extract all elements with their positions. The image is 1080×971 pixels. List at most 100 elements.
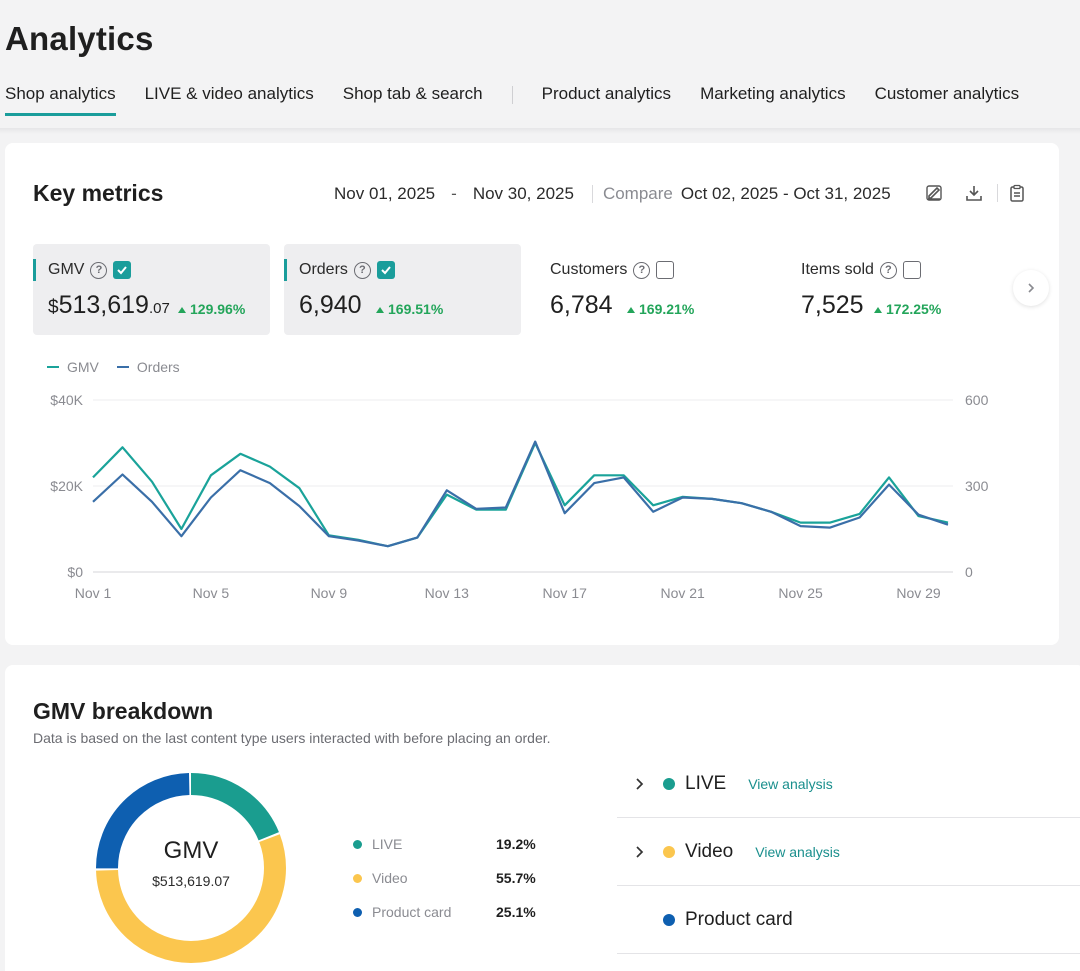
y-tick-label-left: $20K [50, 478, 83, 494]
compare-range[interactable]: Oct 02, 2025 - Oct 31, 2025 [680, 184, 891, 203]
donut-center-value: $513,619.07 [152, 873, 230, 889]
chevron-right-icon [1028, 283, 1035, 293]
key-metrics-title: Key metrics [33, 180, 164, 206]
x-tick-label: Nov 1 [75, 585, 112, 601]
metric-change: 169.21% [627, 301, 694, 317]
up-triangle-icon [178, 307, 186, 313]
legend-row-video: Video 55.7% [353, 861, 536, 895]
legend-item-orders[interactable]: Orders [116, 359, 180, 375]
chevron-right-icon[interactable] [635, 777, 657, 791]
metric-checkbox[interactable] [376, 261, 395, 279]
chevron-right-icon[interactable] [635, 845, 657, 859]
view-analysis-link-live[interactable]: View analysis [748, 775, 833, 792]
x-tick-label: Nov 13 [425, 585, 470, 601]
y-tick-label-right: 0 [965, 564, 973, 580]
series-line-gmv [92, 441, 949, 548]
next-metrics-button[interactable] [1013, 270, 1049, 306]
date-separator: - [451, 184, 457, 203]
tab-shop-tab-search[interactable]: Shop tab & search [342, 84, 483, 103]
list-item-name: LIVE [685, 772, 727, 794]
legend-item-gmv[interactable]: GMV [47, 359, 99, 375]
list-item-product-card: Product card [617, 886, 1080, 954]
product-card-dot [663, 913, 675, 926]
compare-divider [591, 185, 593, 203]
help-icon[interactable]: ? [353, 261, 371, 279]
compare-label: Compare [602, 184, 673, 203]
live-dot [663, 777, 675, 790]
breakdown-subtitle: Data is based on the last content type u… [33, 730, 551, 746]
metric-value-cents: .07 [148, 300, 170, 317]
metric-change: 172.25% [874, 301, 941, 317]
breakdown-legend: LIVE 19.2% Video 55.7% Product card 25.1% [353, 827, 536, 929]
x-tick-label: Nov 17 [543, 585, 588, 601]
clipboard-icon[interactable] [1006, 182, 1028, 204]
metric-checkbox[interactable] [902, 261, 921, 279]
page-title: Analytics [5, 20, 154, 57]
tab-marketing-analytics[interactable]: Marketing analytics [700, 84, 846, 103]
chart-legend: GMV Orders [47, 359, 198, 375]
help-icon[interactable]: ? [90, 261, 108, 279]
series-line-orders [92, 440, 949, 548]
help-icon[interactable]: ? [633, 261, 651, 279]
x-tick-label: Nov 21 [660, 585, 705, 601]
list-item-video[interactable]: Video View analysis [617, 818, 1080, 886]
toolbar-icons [923, 182, 1046, 204]
donut-slice-live[interactable] [96, 773, 286, 963]
header-shadow [0, 128, 1080, 134]
legend-swatch [116, 366, 129, 368]
date-range-picker[interactable]: Nov 01, 2025 - Nov 30, 2025 Compare Oct … [334, 184, 891, 204]
donut-center: GMV $513,619.07 [100, 837, 282, 889]
x-tick-label: Nov 5 [193, 585, 230, 601]
metric-value: 7,525 [801, 291, 864, 319]
metric-change: 129.96% [178, 301, 245, 317]
list-item-name: Product card [685, 908, 793, 930]
metric-label: Items sold [801, 261, 874, 278]
metric-indicator [284, 259, 287, 281]
video-dot [663, 845, 675, 858]
up-triangle-icon [874, 307, 882, 313]
y-tick-label-right: 300 [965, 478, 989, 494]
legend-row-product-card: Product card 25.1% [353, 895, 536, 929]
legend-swatch [47, 366, 59, 368]
metric-checkbox[interactable] [656, 261, 675, 279]
legend-dot [353, 907, 362, 917]
list-item-name: Video [685, 840, 734, 862]
metric-card-orders[interactable]: Orders? 6,940 169.51% [284, 244, 521, 335]
up-triangle-icon [627, 307, 635, 313]
gmv-breakdown-card: GMV breakdown Data is based on the last … [5, 665, 1080, 971]
legend-dot [353, 839, 362, 849]
x-tick-label: Nov 25 [778, 585, 823, 601]
breakdown-title: GMV breakdown [33, 698, 214, 724]
metric-card-items-sold[interactable]: Items sold? 7,525 172.25% [786, 244, 1023, 335]
metric-checkbox[interactable] [113, 261, 132, 279]
help-icon[interactable]: ? [879, 261, 897, 279]
view-analysis-link-video[interactable]: View analysis [755, 843, 840, 860]
metric-change: 169.51% [376, 301, 443, 317]
analytics-tabs: Shop analytics LIVE & video analytics Sh… [5, 84, 1048, 116]
download-icon[interactable] [963, 182, 985, 204]
list-item-live[interactable]: LIVE View analysis [617, 750, 1080, 818]
toolbar-divider [997, 184, 998, 202]
tab-customer-analytics[interactable]: Customer analytics [874, 84, 1020, 103]
donut-slice-video[interactable] [96, 773, 286, 963]
tab-product-analytics[interactable]: Product analytics [541, 84, 672, 103]
metric-value: 6,940 [299, 291, 362, 319]
date-end[interactable]: Nov 30, 2025 [472, 184, 574, 203]
date-start[interactable]: Nov 01, 2025 [334, 184, 436, 203]
tab-divider [511, 86, 513, 104]
metric-value: 6,784 [550, 291, 613, 319]
legend-row-live: LIVE 19.2% [353, 827, 536, 861]
tab-live-video-analytics[interactable]: LIVE & video analytics [144, 84, 314, 103]
currency-symbol: $ [48, 297, 59, 318]
y-tick-label-left: $40K [50, 392, 83, 408]
edit-icon[interactable] [923, 182, 945, 204]
check-icon [117, 266, 128, 275]
tab-shop-analytics[interactable]: Shop analytics [5, 84, 116, 116]
metric-card-gmv[interactable]: GMV? $513,619.07 129.96% [33, 244, 270, 335]
metric-value: 513,619 [58, 291, 149, 319]
y-tick-label-right: 600 [965, 392, 989, 408]
x-tick-label: Nov 29 [896, 585, 941, 601]
metric-card-customers[interactable]: Customers? 6,784 169.21% [535, 244, 772, 335]
metric-indicator [33, 259, 36, 281]
gmv-donut-chart [96, 773, 286, 963]
